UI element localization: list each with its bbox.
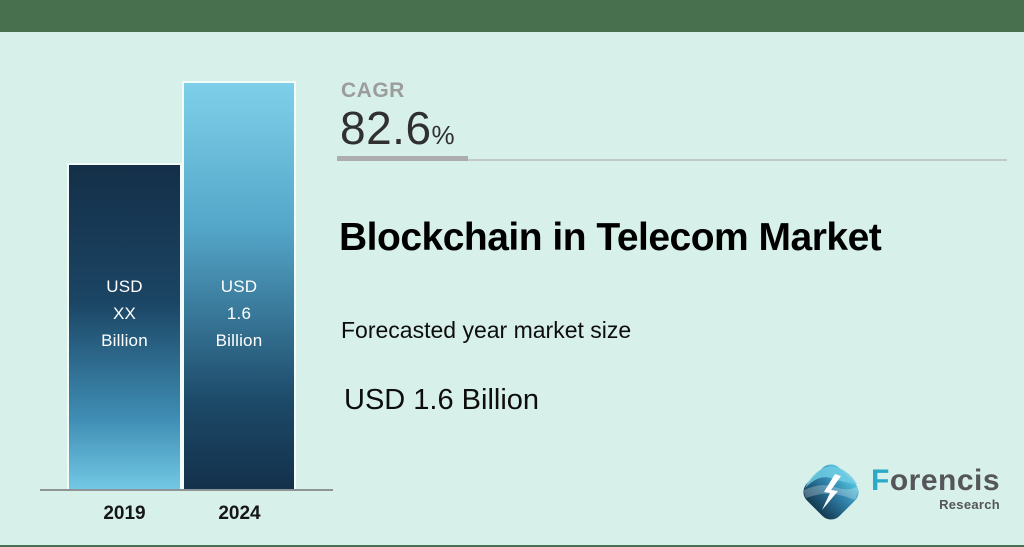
bar-2024-label-line3: Billion (215, 331, 263, 350)
bar-2019-label-line2: XX (112, 304, 137, 323)
brand-subtext: Research (939, 497, 1001, 512)
bar-2024-label-line2: 1.6 (226, 304, 252, 323)
brand-rest: orencis (889, 464, 1001, 497)
bar-2019-value-label: USD XX Billion (101, 273, 148, 354)
page-title: Blockchain in Telecom Market (339, 216, 882, 259)
bar-2024: USD 1.6 Billion (182, 81, 296, 490)
subtitle: Forecasted year market size (341, 317, 632, 343)
forencis-diamond-icon (803, 464, 859, 520)
divider-thin-segment (468, 159, 1007, 161)
bar-2024-label-line1: USD (220, 277, 258, 296)
forencis-logo: Forencis Research (797, 458, 1000, 526)
brand-name: Forencis (871, 466, 1000, 496)
bar-2019: USD XX Billion (67, 163, 182, 490)
bar-2019-label-line1: USD (106, 277, 143, 296)
market-size-value: USD 1.6 Billion (344, 384, 540, 416)
top-banner (0, 0, 1024, 32)
x-tick-2024: 2024 (218, 503, 261, 524)
bottom-border (0, 545, 1024, 547)
brand-initial: F (871, 464, 890, 497)
x-tick-2019: 2019 (103, 503, 146, 524)
x-axis-line (40, 489, 333, 491)
divider-accent-segment (337, 156, 468, 161)
forencis-logo-text: Forencis Research (871, 466, 1001, 513)
bar-2024-value-label: USD 1.6 Billion (216, 273, 263, 354)
section-divider (337, 156, 1007, 162)
bar-2019-label-line3: Billion (101, 331, 148, 350)
cagr-number: 82.6 (340, 102, 432, 154)
cagr-percent-sign: % (431, 120, 456, 150)
cagr-label: CAGR (341, 79, 405, 102)
cagr-value: 82.6% (340, 101, 455, 155)
